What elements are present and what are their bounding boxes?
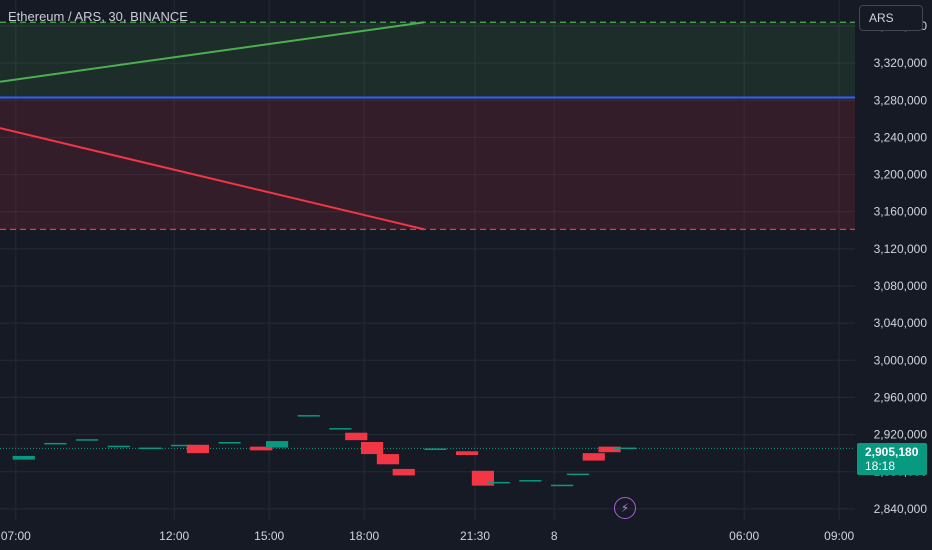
x-tick-label: 06:00 — [729, 529, 759, 543]
candle — [456, 451, 479, 455]
candle — [361, 442, 384, 455]
y-tick-label: 2,960,000 — [874, 390, 928, 404]
take-profit-zone — [0, 22, 855, 98]
x-tick-label: 12:00 — [159, 529, 189, 543]
candle — [598, 446, 621, 453]
candle — [345, 432, 368, 441]
x-tick-label: 07:00 — [1, 529, 31, 543]
candle — [519, 480, 542, 482]
candle — [76, 439, 99, 441]
candle — [139, 447, 162, 450]
candle — [12, 455, 35, 460]
x-tick-label: 21:30 — [460, 529, 490, 543]
candle — [297, 415, 320, 417]
y-tick-label: 2,920,000 — [874, 428, 928, 442]
bar-countdown: 18:18 — [865, 459, 896, 473]
candle — [171, 444, 194, 447]
current-price-value: 2,905,180 — [865, 445, 919, 459]
x-tick-label: 15:00 — [254, 529, 284, 543]
symbol-legend: Ethereum / ARS, 30, BINANCE — [8, 9, 188, 24]
y-tick-label: 3,160,000 — [874, 205, 928, 219]
candle — [551, 484, 574, 487]
y-tick-label: 3,240,000 — [874, 130, 928, 144]
candle — [392, 468, 415, 476]
y-tick-label: 3,120,000 — [874, 242, 928, 256]
candle — [566, 473, 589, 476]
currency-button[interactable]: ARS — [859, 5, 923, 31]
candle — [44, 442, 67, 445]
candle — [107, 445, 130, 448]
y-tick-label: 3,040,000 — [874, 316, 928, 330]
candle — [614, 447, 637, 450]
current-price-tag: 2,905,180 18:18 — [857, 443, 927, 475]
candle — [218, 442, 241, 444]
y-tick-label: 3,000,000 — [874, 353, 928, 367]
y-tick-label: 3,200,000 — [874, 168, 928, 182]
x-tick-label: 18:00 — [349, 529, 379, 543]
y-tick-label: 3,080,000 — [874, 279, 928, 293]
candle — [266, 441, 289, 448]
green-trendline — [0, 21, 425, 83]
replay-button[interactable]: ⚡ — [614, 497, 636, 519]
candle — [424, 448, 447, 450]
stop-loss-zone — [0, 97, 855, 230]
candle — [250, 446, 273, 451]
candle — [186, 444, 209, 454]
red-trendline — [0, 127, 425, 231]
candle — [376, 454, 399, 465]
y-tick-label: 2,840,000 — [874, 502, 928, 516]
candle — [329, 428, 352, 430]
candle — [487, 481, 510, 484]
x-tick-label: 09:00 — [824, 529, 854, 543]
y-tick-label: 3,280,000 — [874, 93, 928, 107]
candle — [582, 453, 605, 461]
lightning-icon: ⚡ — [620, 501, 630, 515]
y-tick-label: 3,320,000 — [874, 56, 928, 70]
x-tick-label: 8 — [551, 529, 558, 543]
